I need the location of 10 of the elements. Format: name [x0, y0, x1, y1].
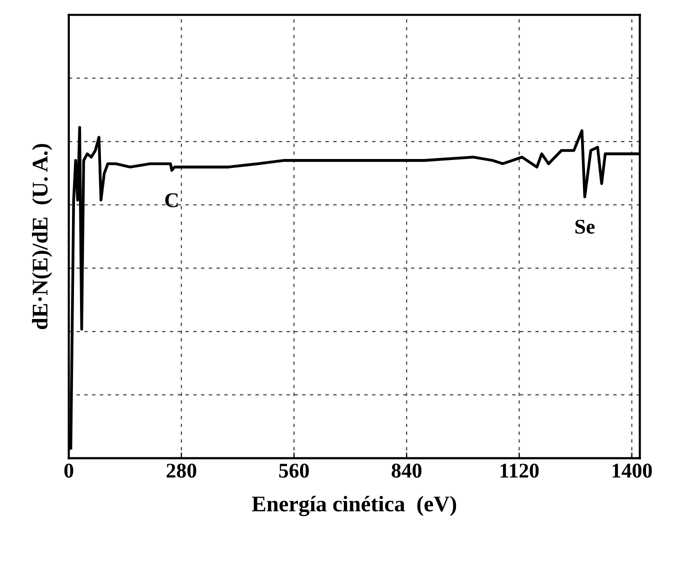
annotation: C	[165, 193, 178, 208]
x-axis-title: Energía cinética (eV)	[252, 496, 456, 516]
y-axis-title: dE·N(E)/dE (U. A.)	[32, 144, 52, 330]
x-tick-label: 0	[64, 464, 74, 478]
x-tick-label: 840	[392, 464, 422, 478]
x-tick-label: 280	[166, 464, 196, 478]
x-tick-label: 1120	[500, 464, 539, 478]
annotation: Se	[575, 220, 595, 234]
x-tick-label: 560	[279, 464, 309, 478]
x-tick-label: 1400	[612, 464, 652, 478]
